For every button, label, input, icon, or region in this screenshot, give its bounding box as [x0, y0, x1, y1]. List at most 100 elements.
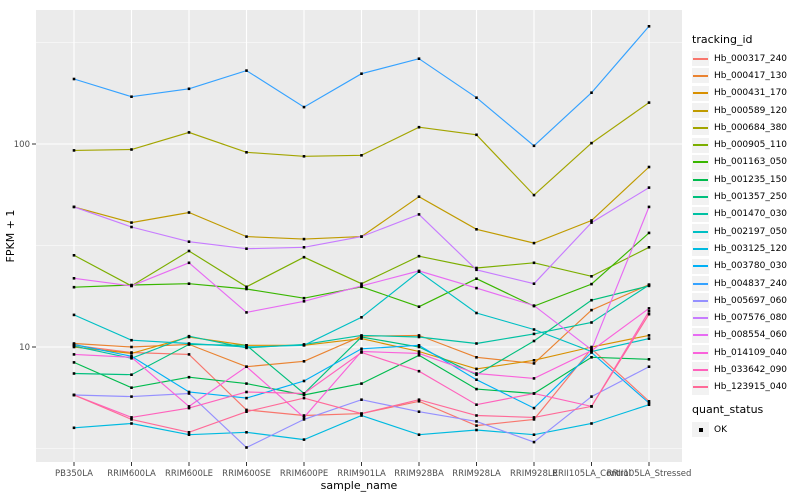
black-square-point-icon — [698, 427, 703, 432]
data-point — [302, 155, 306, 158]
data-point — [417, 344, 421, 347]
line-swatch-icon — [693, 144, 708, 147]
line-swatch-icon — [693, 213, 708, 216]
data-point — [187, 375, 191, 379]
legend-key-swatch — [692, 68, 709, 84]
line-swatch-icon — [693, 57, 708, 60]
data-point — [417, 433, 421, 436]
data-point — [417, 305, 421, 308]
data-point — [590, 308, 593, 312]
data-point — [130, 225, 133, 229]
data-point — [302, 344, 306, 347]
line-swatch-icon — [693, 351, 708, 354]
data-point — [245, 247, 248, 250]
data-point — [245, 69, 248, 72]
data-point — [532, 416, 536, 419]
legend-label-quant-ok: OK — [714, 424, 727, 435]
data-point — [590, 356, 593, 359]
data-point — [245, 311, 248, 314]
legend-key-swatch — [692, 327, 709, 343]
data-point — [130, 284, 133, 288]
data-point — [302, 296, 306, 300]
data-point — [245, 431, 248, 434]
data-point — [475, 387, 478, 391]
legend-key-swatch — [692, 345, 709, 361]
legend-items-tracking-id: Hb_000317_240 Hb_000417_130 Hb_000431_170 H… — [692, 50, 787, 396]
data-point — [302, 392, 306, 395]
data-point — [187, 406, 191, 410]
data-point — [590, 345, 593, 349]
data-point — [532, 328, 536, 331]
line-swatch-icon — [693, 386, 708, 389]
data-point — [187, 261, 191, 265]
data-point — [360, 412, 363, 415]
data-point — [475, 228, 478, 231]
data-point — [302, 237, 306, 241]
data-point — [360, 334, 363, 337]
data-point — [417, 254, 421, 258]
data-point — [130, 416, 133, 419]
legend-key-swatch — [692, 310, 709, 326]
data-point — [647, 337, 651, 340]
data-point — [647, 401, 651, 405]
data-point — [532, 406, 536, 410]
data-point — [245, 151, 248, 154]
legend-label: Hb_033642_090 — [714, 364, 788, 375]
data-point — [72, 361, 76, 364]
data-point — [647, 365, 651, 368]
legend-item-Hb_004837_240: Hb_004837_240 — [692, 275, 787, 292]
legend-label: Hb_000317_240 — [714, 53, 788, 64]
legend-label: Hb_014109_040 — [714, 347, 788, 358]
data-point — [187, 353, 191, 356]
line-swatch-icon — [693, 282, 708, 285]
quant-ok-key — [692, 422, 709, 438]
legend-label: Hb_001470_030 — [714, 209, 788, 220]
data-point — [187, 392, 191, 395]
data-point — [532, 362, 536, 365]
data-point — [475, 268, 478, 272]
data-point — [302, 393, 306, 397]
data-point — [187, 282, 191, 285]
data-point — [360, 154, 363, 157]
data-point — [72, 372, 76, 375]
data-point — [360, 398, 363, 401]
data-point — [475, 424, 478, 427]
data-point — [647, 283, 651, 287]
data-point — [360, 351, 363, 354]
data-point — [302, 418, 306, 421]
x-axis-title: sample_name — [321, 479, 398, 492]
data-point — [245, 446, 248, 449]
data-point — [130, 373, 133, 376]
x-tick-label: RRIM901LA — [337, 469, 386, 479]
legend-label: Hb_000431_170 — [714, 88, 788, 99]
data-point — [647, 186, 651, 189]
legend-item-Hb_001163_050: Hb_001163_050 — [692, 154, 787, 171]
data-point — [130, 352, 133, 355]
legend-item-Hb_123915_040: Hb_123915_040 — [692, 379, 787, 396]
data-point — [187, 342, 191, 345]
data-point — [417, 335, 421, 339]
x-tick-label: RRII105LA_Stressed — [607, 469, 692, 479]
data-point — [647, 101, 651, 104]
data-point — [417, 410, 421, 413]
data-point — [590, 422, 593, 425]
data-point — [417, 354, 421, 357]
legend-key-swatch — [692, 189, 709, 205]
data-point — [647, 165, 651, 169]
data-point — [72, 254, 76, 257]
data-point — [130, 418, 133, 421]
data-point — [647, 307, 651, 310]
data-point — [417, 57, 421, 60]
legend-item-Hb_001470_030: Hb_001470_030 — [692, 206, 787, 223]
legend-item-Hb_000431_170: Hb_000431_170 — [692, 85, 787, 102]
data-point — [475, 133, 478, 137]
data-point — [647, 400, 651, 403]
data-point — [360, 284, 363, 288]
data-point — [647, 358, 651, 361]
data-point — [72, 205, 76, 209]
data-point — [187, 405, 191, 408]
data-point — [532, 359, 536, 362]
x-tick-label: RRIM928LA — [452, 469, 501, 479]
data-point — [245, 382, 248, 385]
